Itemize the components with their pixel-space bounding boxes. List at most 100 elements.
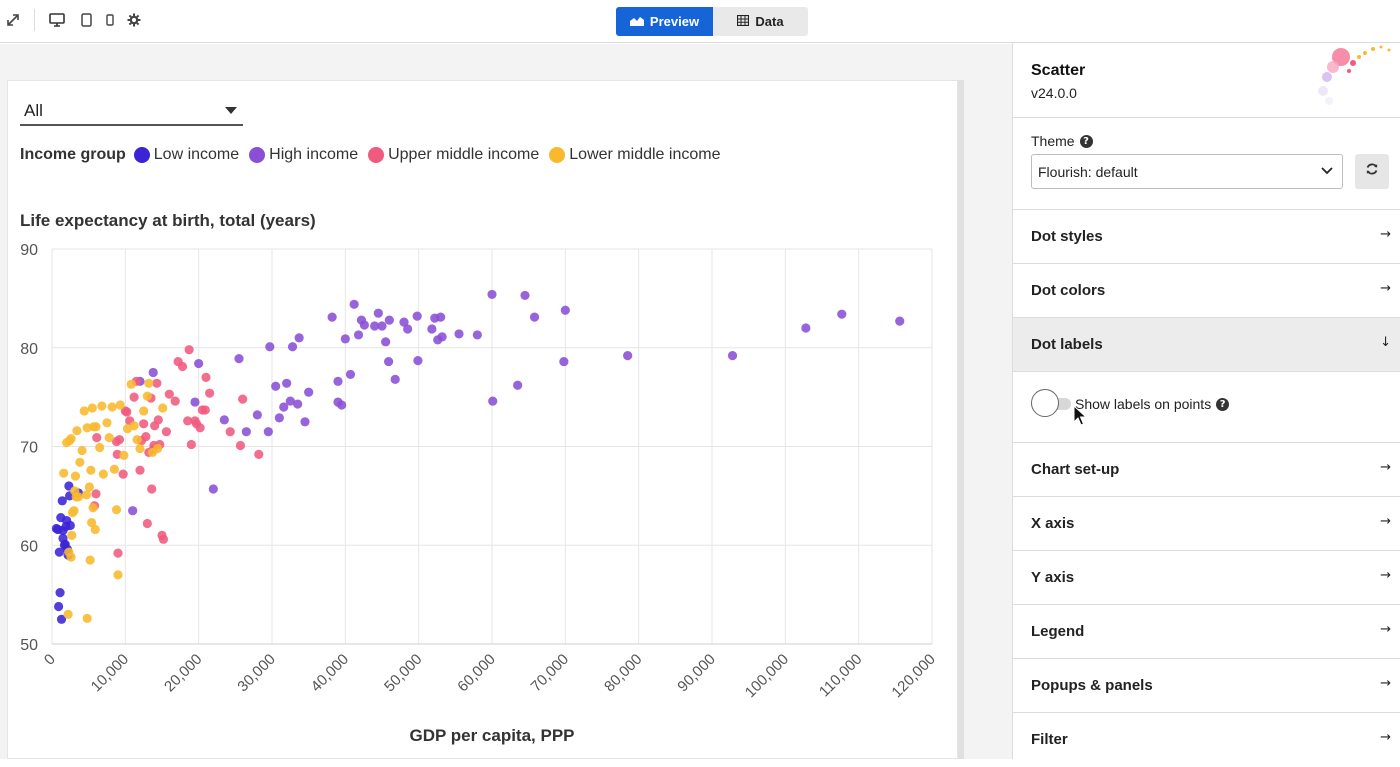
- arrow-right-icon: →: [1380, 676, 1391, 691]
- help-icon[interactable]: ?: [1216, 397, 1230, 411]
- data-point: [72, 426, 82, 436]
- data-point: [282, 378, 292, 388]
- table-icon: [737, 14, 750, 29]
- arrow-right-icon: →: [1380, 460, 1391, 475]
- data-point: [114, 434, 125, 445]
- data-point: [403, 324, 413, 334]
- data-point: [70, 471, 81, 481]
- data-point: [353, 330, 364, 340]
- view-toggle: Preview Data: [616, 7, 808, 36]
- arrow-right-icon: →: [1380, 281, 1391, 296]
- theme-dropdown[interactable]: Flourish: default: [1031, 154, 1343, 189]
- theme-label: Theme ?: [1031, 133, 1093, 149]
- data-point: [164, 389, 174, 399]
- section-dot-colors[interactable]: Dot colors →: [1013, 264, 1400, 318]
- legend-item-low-income[interactable]: Low income: [133, 146, 239, 164]
- data-point: [153, 415, 163, 425]
- legend-item-lower-middle-income[interactable]: Lower middle income: [549, 146, 720, 164]
- data-point: [129, 392, 139, 402]
- data-point: [54, 601, 64, 612]
- x-tick-label: 120,000: [888, 651, 938, 701]
- data-point: [139, 419, 149, 429]
- refresh-theme-button[interactable]: [1355, 154, 1389, 189]
- data-point: [55, 588, 65, 598]
- data-point: [54, 547, 64, 557]
- data-point: [91, 489, 101, 499]
- data-point: [225, 427, 235, 437]
- data-point: [148, 367, 158, 378]
- x-tick-label: 50,000: [381, 651, 425, 695]
- data-point: [436, 312, 446, 322]
- x-tick-label: 70,000: [528, 651, 572, 695]
- section-chart-setup[interactable]: Chart set-up →: [1013, 443, 1400, 497]
- data-point: [63, 609, 73, 619]
- dot-labels-options: Show labels on points ?: [1013, 372, 1400, 443]
- data-point: [82, 613, 92, 623]
- data-tab[interactable]: Data: [713, 7, 808, 36]
- x-tick-label: 0: [41, 651, 59, 669]
- template-title: Scatter: [1031, 62, 1086, 79]
- preview-tab[interactable]: Preview: [616, 7, 713, 36]
- data-point: [370, 321, 380, 331]
- expand-icon[interactable]: [5, 12, 21, 28]
- data-point: [139, 406, 149, 416]
- data-point: [113, 548, 123, 558]
- y-tick-label: 60: [20, 538, 38, 555]
- x-tick-label: 90,000: [674, 651, 718, 695]
- section-label: Y axis: [1031, 569, 1075, 586]
- legend-swatch: [249, 147, 266, 163]
- section-y-axis[interactable]: Y axis →: [1013, 551, 1400, 605]
- data-point: [104, 433, 114, 443]
- data-point: [95, 442, 105, 453]
- data-tab-label: Data: [755, 14, 784, 29]
- data-point: [390, 374, 400, 384]
- data-point: [427, 324, 437, 334]
- legend-swatch: [133, 147, 150, 163]
- section-legend[interactable]: Legend →: [1013, 605, 1400, 659]
- data-point: [158, 403, 168, 413]
- section-filter[interactable]: Filter →: [1013, 713, 1400, 767]
- data-point: [254, 449, 264, 459]
- data-point: [263, 427, 273, 437]
- data-point: [238, 394, 248, 404]
- section-dot-styles[interactable]: Dot styles →: [1013, 210, 1400, 264]
- legend-item-high-income[interactable]: High income: [249, 146, 358, 164]
- mobile-icon[interactable]: [102, 12, 118, 28]
- data-point: [75, 457, 85, 467]
- help-icon[interactable]: ?: [1079, 134, 1093, 148]
- data-point: [837, 309, 847, 319]
- data-point: [86, 465, 96, 475]
- tablet-icon[interactable]: [78, 12, 94, 28]
- arrow-down-icon: ↓: [1380, 335, 1391, 350]
- data-point: [98, 469, 108, 479]
- data-point: [487, 289, 497, 300]
- section-dot-labels[interactable]: Dot labels ↓: [1013, 318, 1400, 372]
- preview-scrollbar[interactable]: [958, 80, 964, 759]
- legend-swatch: [549, 147, 566, 163]
- data-point: [186, 439, 196, 450]
- data-point: [111, 505, 122, 515]
- legend-item-upper-middle-income[interactable]: Upper middle income: [368, 146, 539, 164]
- data-point: [77, 445, 87, 456]
- section-popups-panels[interactable]: Popups & panels →: [1013, 659, 1400, 713]
- caret-down-icon: [225, 107, 237, 114]
- section-x-axis[interactable]: X axis →: [1013, 497, 1400, 551]
- top-toolbar: Preview Data: [0, 0, 1400, 43]
- gear-icon[interactable]: [126, 12, 142, 28]
- preview-tab-label: Preview: [649, 14, 700, 29]
- chart-legend: Income group Low income High income Uppe…: [20, 144, 730, 166]
- section-label: Dot labels: [1031, 336, 1103, 353]
- data-point: [271, 381, 281, 391]
- template-thumbnail: [1318, 45, 1391, 105]
- data-point: [381, 337, 391, 347]
- section-label: Legend: [1031, 623, 1085, 640]
- desktop-icon[interactable]: [49, 12, 65, 28]
- filter-dropdown[interactable]: All: [20, 96, 243, 126]
- show-labels-toggle[interactable]: [1031, 389, 1073, 417]
- data-point: [135, 443, 145, 454]
- data-point: [274, 413, 284, 423]
- data-point: [219, 415, 229, 425]
- show-labels-label: Show labels on points ?: [1075, 396, 1230, 412]
- data-point: [152, 378, 162, 388]
- data-point: [66, 552, 76, 562]
